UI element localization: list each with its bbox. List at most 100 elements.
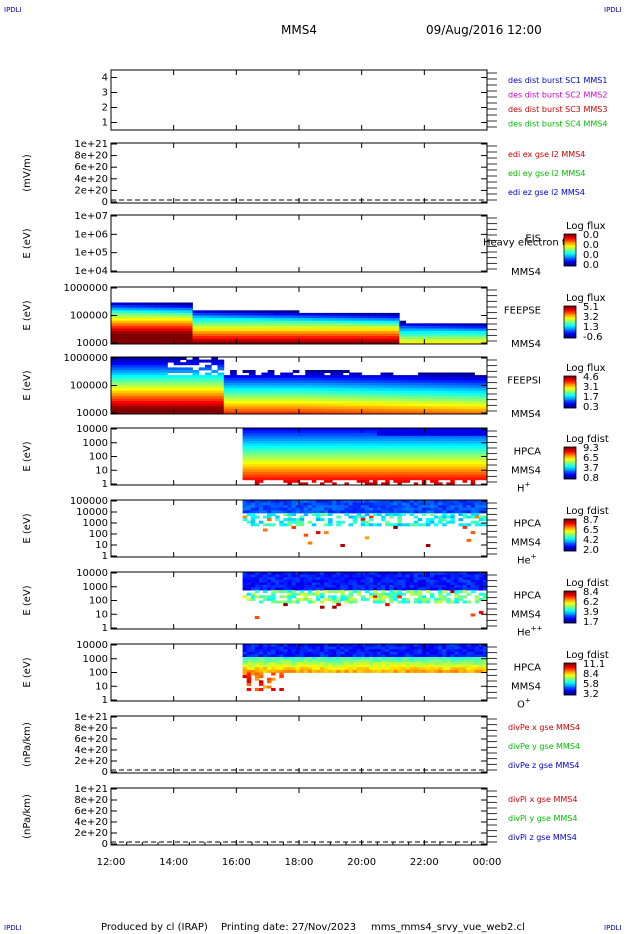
- hpca-h-cell: [364, 451, 370, 455]
- feeps-ion-cell: [449, 395, 457, 399]
- feeps-electron-cell: [311, 338, 319, 342]
- hpca-h-cell: [393, 459, 398, 463]
- feeps-ion-cell: [455, 398, 463, 402]
- hpca-h-cell: [336, 456, 341, 460]
- hpca-he-cell: [267, 518, 272, 522]
- hpca-h-cell: [413, 446, 419, 450]
- hpca-he2-cell: [474, 572, 480, 575]
- hpca-o-cell: [287, 664, 292, 668]
- feeps-ion-cell: [136, 375, 143, 379]
- hpca-h-cell: [332, 482, 337, 486]
- hpca-he-cell: [397, 505, 402, 509]
- feeps-ion-cell: [136, 388, 143, 392]
- feeps-ion-cell: [173, 398, 181, 402]
- feeps-electron-cell: [236, 315, 243, 319]
- feeps-ion-cell: [117, 395, 124, 399]
- hpca-o-cell: [242, 667, 248, 671]
- hpca-h-cell: [295, 446, 301, 450]
- feeps-electron-cell: [236, 318, 243, 322]
- eis-colorbar-tick: 0.0: [583, 250, 599, 261]
- hpca-h-cell: [303, 456, 309, 460]
- feeps-ion-cell: [236, 408, 243, 412]
- hpca-h-cell: [283, 451, 288, 455]
- feeps-ion-cell: [192, 357, 200, 360]
- feeps-electron-cell: [311, 341, 319, 345]
- feeps-electron-cell: [355, 336, 363, 340]
- eis-ytick-label: 1e+05: [74, 248, 108, 259]
- hpca-he-cell: [450, 513, 455, 516]
- hpca-he2-cell: [470, 577, 476, 581]
- hpca-he2-cell: [336, 579, 341, 583]
- feeps-electron-cell: [129, 333, 137, 337]
- hpca-he-cell: [364, 500, 370, 503]
- feeps-electron-cell: [255, 338, 262, 342]
- hpca-he-cell: [311, 510, 317, 514]
- hpca-h-cell: [279, 477, 284, 481]
- hpca-he-cell: [344, 502, 349, 506]
- hpca-he2-cell: [352, 600, 358, 604]
- feeps-electron-cell: [117, 338, 124, 342]
- feeps-electron-colorbar-segment: [564, 314, 576, 316]
- hpca-o-cell: [279, 672, 284, 676]
- hpca-he2-cell: [482, 577, 488, 581]
- hpca-h-cell: [442, 446, 447, 450]
- hpca-he2-cell: [287, 572, 292, 575]
- feeps-electron-cell: [317, 325, 325, 329]
- hpca-h-cell: [401, 453, 406, 457]
- hpca-h-cell: [360, 430, 366, 434]
- feeps-electron-cell: [167, 307, 175, 311]
- feeps-electron-cell: [424, 333, 431, 337]
- eis-ylabel: E (eV): [22, 228, 33, 258]
- feeps-electron-cell: [324, 341, 331, 345]
- hpca-h-cell: [344, 438, 349, 442]
- feeps-ion-cell: [136, 395, 143, 399]
- feeps-ion-cell: [380, 408, 388, 412]
- hpca-he-cell: [263, 515, 268, 519]
- hpca-o-cell: [250, 664, 256, 668]
- feeps-ion-cell: [405, 408, 413, 412]
- hpca-he-cell: [283, 523, 288, 527]
- hpca-h-cell: [279, 451, 284, 455]
- feeps-electron-cell: [167, 333, 175, 337]
- feeps-electron-cell: [205, 333, 212, 337]
- feeps-electron-cell: [173, 318, 181, 322]
- hpca-h-cell: [409, 441, 415, 444]
- feeps-ion-cell: [148, 372, 156, 376]
- hpca-h-cell: [299, 446, 305, 450]
- hpca-he2-cell: [413, 574, 419, 578]
- feeps-electron-cell: [393, 328, 400, 332]
- hpca-o-cell: [332, 667, 337, 671]
- hpca-h-cell: [279, 446, 284, 450]
- hpca-he2-cell: [466, 600, 472, 604]
- feeps-ion-cell: [374, 408, 381, 412]
- hpca-h-cell: [450, 456, 455, 460]
- feeps-ion-cell: [305, 380, 312, 384]
- feeps-electron-cell: [317, 323, 325, 327]
- hpca-he-cell: [389, 523, 394, 527]
- feeps-electron-cell: [205, 341, 212, 345]
- hpca-he2-cell: [242, 585, 248, 588]
- hpca-he2-cell: [438, 574, 443, 578]
- hpca-h-cell: [320, 466, 325, 470]
- hpca-h-cell: [307, 448, 313, 452]
- hpca-h-cell: [340, 433, 345, 437]
- hpca-o-cell: [377, 649, 382, 653]
- hpca-he-cell: [393, 513, 398, 516]
- hpca-he2-cell: [434, 577, 439, 581]
- hpca-h-cell: [356, 430, 362, 434]
- feeps-electron-cell: [129, 318, 137, 322]
- feeps-ion-cell: [292, 390, 300, 394]
- feeps-ion-cell: [342, 395, 350, 399]
- hpca-h-cell: [446, 472, 451, 475]
- feeps-electron-cell: [192, 310, 200, 314]
- hpca-he2-cell: [348, 600, 353, 604]
- hpca-he-cell: [246, 513, 252, 516]
- feeps-electron-cell: [205, 323, 212, 327]
- hpca-he2-cell: [344, 582, 349, 586]
- feeps-ion-cell: [468, 375, 475, 379]
- hpca-h-cell: [352, 428, 358, 431]
- feeps-electron-cell: [261, 333, 269, 337]
- hpca-he2-cell: [279, 595, 284, 599]
- hpca-h-cell: [393, 461, 398, 465]
- hpca-he2-cell: [356, 574, 362, 578]
